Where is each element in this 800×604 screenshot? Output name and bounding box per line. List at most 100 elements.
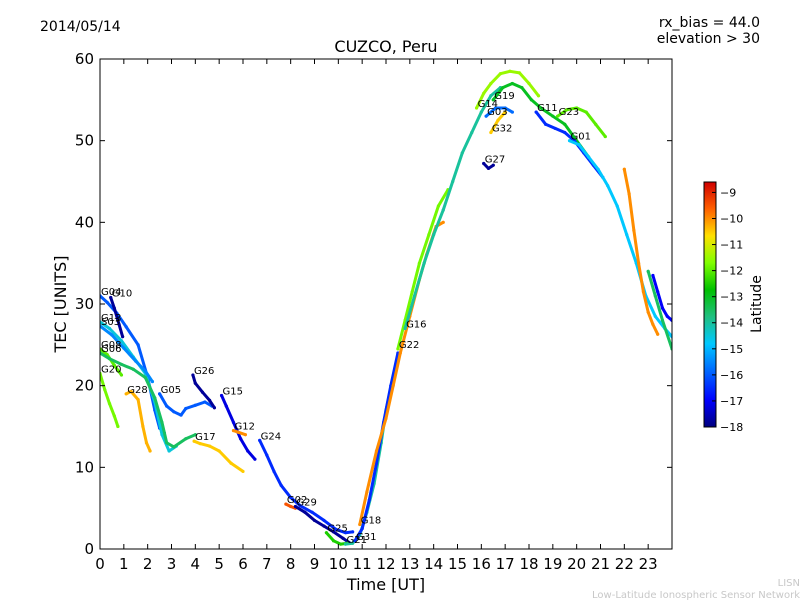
data-point <box>184 437 188 441</box>
data-point <box>575 106 579 110</box>
data-point <box>441 220 445 224</box>
data-point <box>272 469 276 474</box>
y-tick-label: 30 <box>75 295 94 313</box>
data-point <box>451 179 455 184</box>
elevation-label: elevation > 30 <box>657 31 760 47</box>
data-point <box>520 85 524 90</box>
data-point <box>192 439 196 443</box>
colorbar-tick-label: −16 <box>720 369 743 382</box>
satellite-label-G26: G26 <box>194 366 214 377</box>
colorbar-tick-label: −10 <box>720 212 743 225</box>
data-point <box>539 106 543 110</box>
data-point <box>622 167 626 171</box>
data-point <box>489 81 493 86</box>
data-point <box>615 204 619 208</box>
data-point <box>107 402 112 406</box>
x-tick-label: 23 <box>639 555 658 573</box>
data-point <box>503 106 507 110</box>
data-point <box>241 469 245 474</box>
data-point <box>536 94 541 98</box>
x-tick-label: 22 <box>615 555 634 573</box>
data-point <box>107 326 112 331</box>
colorbar-label: Latitude <box>749 275 765 333</box>
data-point <box>656 290 660 294</box>
data-point <box>172 410 176 414</box>
data-point <box>529 98 533 102</box>
data-point <box>219 393 224 398</box>
series-track-G20 <box>100 371 120 428</box>
data-point <box>510 110 514 114</box>
rx-bias-label: rx_bias = 44.0 <box>659 15 760 31</box>
data-point <box>203 400 207 404</box>
colorbar-tick-label: −15 <box>720 343 743 356</box>
data-point <box>665 314 669 318</box>
data-point <box>606 183 610 188</box>
data-point <box>121 335 125 339</box>
data-point <box>653 294 657 298</box>
data-point <box>148 449 152 453</box>
data-point <box>243 433 247 437</box>
satellite-label-G25: G25 <box>327 524 347 535</box>
data-point <box>563 122 567 126</box>
data-point <box>229 461 233 465</box>
data-point <box>119 339 124 343</box>
data-point <box>565 108 569 112</box>
x-tick-label: 1 <box>119 555 129 573</box>
data-point <box>208 444 212 448</box>
satellite-label-G23: G23 <box>559 107 579 118</box>
series-track-G01 <box>568 139 672 339</box>
y-axis-label: TEC [UNITS] <box>51 256 70 354</box>
satellite-label-G04: G04 <box>101 287 121 298</box>
x-tick-label: 2 <box>143 555 153 573</box>
data-point <box>508 69 512 73</box>
data-point <box>150 379 155 384</box>
data-point <box>157 392 162 396</box>
x-tick-label: 6 <box>238 555 248 573</box>
data-point <box>656 332 660 336</box>
x-tick-label: 3 <box>167 555 177 573</box>
data-point <box>651 273 655 278</box>
x-tick-label: 4 <box>191 555 201 573</box>
data-point <box>322 524 326 528</box>
footer-lisn: LISN <box>778 578 800 589</box>
x-tick-label: 10 <box>329 555 348 573</box>
data-point <box>484 114 488 118</box>
data-point <box>312 518 317 523</box>
data-point <box>410 290 414 294</box>
y-tick-label: 40 <box>75 213 94 231</box>
data-point <box>351 530 355 534</box>
satellite-label-G24: G24 <box>261 431 281 442</box>
data-point <box>144 441 149 445</box>
data-point <box>637 261 641 265</box>
data-point <box>298 504 302 508</box>
data-point <box>358 522 362 527</box>
data-point <box>117 322 121 327</box>
data-point <box>339 542 343 546</box>
data-point <box>208 398 212 402</box>
data-point <box>577 143 581 147</box>
data-point <box>246 449 250 453</box>
data-point <box>563 130 567 135</box>
data-point <box>625 232 629 237</box>
data-point <box>136 397 140 402</box>
satellite-label-G02: G02 <box>287 495 307 506</box>
data-point <box>160 433 164 437</box>
data-point <box>122 346 126 350</box>
colorbar-tick-label: −18 <box>720 421 743 434</box>
data-point <box>403 326 407 331</box>
data-point <box>141 424 145 429</box>
x-tick-label: 18 <box>519 555 538 573</box>
x-tick-label: 7 <box>262 555 272 573</box>
data-point <box>479 110 483 114</box>
data-point <box>432 232 436 237</box>
data-point <box>391 384 395 388</box>
data-point <box>496 118 500 122</box>
series-track-G16 <box>403 86 502 330</box>
satellite-label-G06: G06 <box>101 344 121 355</box>
data-point <box>310 510 314 514</box>
data-point <box>198 442 202 446</box>
colorbar-tick-label: −9 <box>720 186 736 199</box>
data-point <box>517 71 522 75</box>
x-tick-label: 21 <box>591 555 610 573</box>
